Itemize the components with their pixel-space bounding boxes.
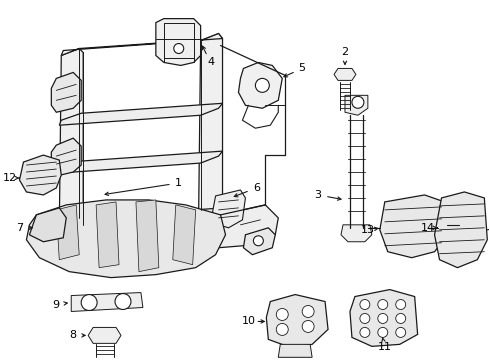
Circle shape <box>378 328 388 337</box>
Polygon shape <box>156 19 200 66</box>
Circle shape <box>378 300 388 310</box>
Polygon shape <box>244 228 275 255</box>
Circle shape <box>352 96 364 108</box>
Circle shape <box>396 328 406 337</box>
Circle shape <box>378 314 388 323</box>
Circle shape <box>396 300 406 310</box>
Polygon shape <box>136 200 159 272</box>
Polygon shape <box>239 62 282 108</box>
Polygon shape <box>211 205 278 248</box>
Text: 4: 4 <box>207 58 214 67</box>
Polygon shape <box>71 293 143 311</box>
Circle shape <box>360 314 370 323</box>
Circle shape <box>302 320 314 332</box>
Text: 11: 11 <box>378 342 392 352</box>
Polygon shape <box>341 225 372 242</box>
Polygon shape <box>59 151 222 173</box>
Polygon shape <box>20 155 61 195</box>
Text: 1: 1 <box>175 178 182 188</box>
Text: 6: 6 <box>253 183 260 193</box>
Circle shape <box>276 323 288 336</box>
Polygon shape <box>173 205 196 265</box>
Polygon shape <box>51 138 81 176</box>
Circle shape <box>81 294 97 310</box>
Text: 3: 3 <box>315 190 321 200</box>
Text: 14: 14 <box>420 223 435 233</box>
Circle shape <box>360 328 370 337</box>
Polygon shape <box>334 68 356 80</box>
Polygon shape <box>278 345 312 357</box>
Circle shape <box>396 314 406 323</box>
Polygon shape <box>213 190 245 228</box>
Polygon shape <box>26 200 225 278</box>
Polygon shape <box>29 208 66 242</box>
Polygon shape <box>267 294 328 347</box>
Polygon shape <box>198 33 222 218</box>
Polygon shape <box>96 202 119 268</box>
Polygon shape <box>61 33 222 55</box>
Polygon shape <box>350 289 417 346</box>
Circle shape <box>276 309 288 320</box>
Circle shape <box>360 300 370 310</box>
Text: 5: 5 <box>299 63 306 73</box>
Text: 2: 2 <box>342 48 348 58</box>
Polygon shape <box>88 328 121 343</box>
Circle shape <box>302 306 314 318</box>
Polygon shape <box>435 192 488 268</box>
Text: 8: 8 <box>70 330 77 341</box>
Text: 12: 12 <box>2 173 17 183</box>
Circle shape <box>174 44 184 54</box>
Polygon shape <box>51 72 81 112</box>
Circle shape <box>253 236 263 246</box>
Polygon shape <box>61 208 222 230</box>
Polygon shape <box>59 103 222 125</box>
Polygon shape <box>59 49 83 232</box>
Text: 13: 13 <box>361 225 375 235</box>
Text: 10: 10 <box>242 316 255 327</box>
Polygon shape <box>380 195 447 258</box>
Polygon shape <box>345 95 368 115</box>
Text: 7: 7 <box>16 223 23 233</box>
Circle shape <box>255 78 270 92</box>
Polygon shape <box>56 205 79 260</box>
Circle shape <box>115 293 131 310</box>
Text: 9: 9 <box>53 300 60 310</box>
